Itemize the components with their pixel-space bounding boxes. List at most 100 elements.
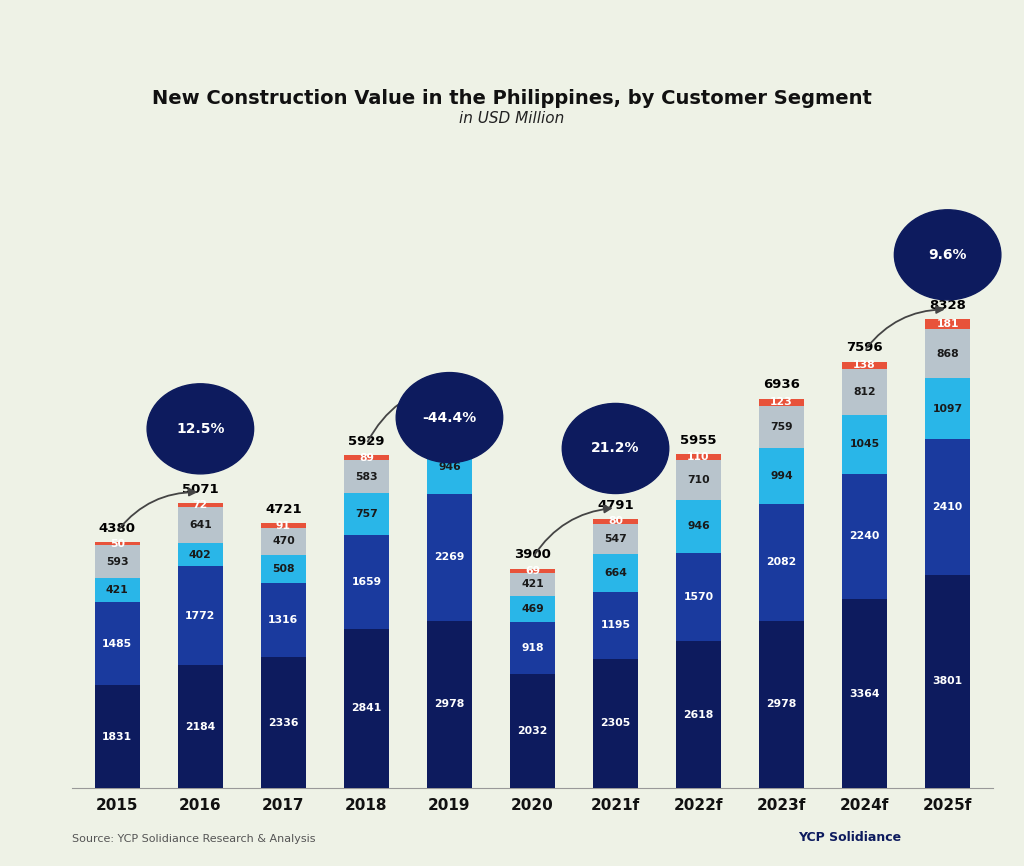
Text: 946: 946 xyxy=(687,521,710,532)
Text: 4380: 4380 xyxy=(99,522,136,535)
Text: 1659: 1659 xyxy=(351,577,382,587)
Text: 2240: 2240 xyxy=(849,532,880,541)
Text: -44.4%: -44.4% xyxy=(422,410,476,424)
Bar xyxy=(925,378,971,439)
Text: 2978: 2978 xyxy=(766,700,797,709)
Text: YCP Solidiance: YCP Solidiance xyxy=(798,831,901,844)
Text: 5929: 5929 xyxy=(348,435,385,448)
Bar xyxy=(427,394,472,401)
Bar xyxy=(344,493,389,535)
Text: 469: 469 xyxy=(521,604,544,614)
Bar xyxy=(842,361,888,369)
Text: 9.6%: 9.6% xyxy=(929,248,967,262)
Text: 641: 641 xyxy=(189,520,212,531)
Text: 2305: 2305 xyxy=(600,719,631,728)
Bar xyxy=(177,503,223,507)
Bar xyxy=(676,553,721,641)
Bar xyxy=(759,621,805,788)
Bar xyxy=(510,674,555,788)
Text: 4721: 4721 xyxy=(265,503,302,516)
Text: 89: 89 xyxy=(359,453,374,462)
Text: 3801: 3801 xyxy=(933,676,963,687)
Text: 2410: 2410 xyxy=(933,502,963,512)
Bar xyxy=(842,474,888,599)
Text: 918: 918 xyxy=(521,643,544,653)
Text: 812: 812 xyxy=(853,387,876,397)
Text: 868: 868 xyxy=(936,348,958,359)
Bar xyxy=(94,545,140,578)
Text: 508: 508 xyxy=(272,564,295,574)
Text: 138: 138 xyxy=(853,360,876,371)
Text: 1316: 1316 xyxy=(268,615,299,625)
Text: 1045: 1045 xyxy=(850,439,880,449)
Bar xyxy=(759,405,805,449)
Bar xyxy=(676,460,721,500)
Text: 1831: 1831 xyxy=(102,732,132,741)
Bar xyxy=(510,572,555,596)
Text: 2336: 2336 xyxy=(268,718,299,727)
Text: 2978: 2978 xyxy=(434,700,465,709)
Bar xyxy=(260,583,306,657)
Bar xyxy=(260,528,306,554)
Text: 2082: 2082 xyxy=(766,558,797,567)
Bar xyxy=(344,535,389,629)
Text: 2269: 2269 xyxy=(434,553,465,562)
Bar xyxy=(676,500,721,553)
Text: 8328: 8328 xyxy=(929,299,966,312)
Text: 1195: 1195 xyxy=(600,620,631,630)
Bar xyxy=(427,441,472,494)
Bar xyxy=(593,554,638,591)
Bar xyxy=(427,494,472,621)
Bar xyxy=(510,569,555,572)
Bar xyxy=(925,329,971,378)
Text: 2032: 2032 xyxy=(517,726,548,736)
Bar xyxy=(842,369,888,415)
Text: 3364: 3364 xyxy=(849,688,880,699)
Bar xyxy=(260,523,306,528)
Text: New Construction Value in the Philippines, by Customer Segment: New Construction Value in the Philippine… xyxy=(152,89,872,108)
Bar xyxy=(842,599,888,788)
Bar xyxy=(925,439,971,575)
Text: 123: 123 xyxy=(770,397,793,407)
Text: 181: 181 xyxy=(936,319,958,329)
Bar xyxy=(94,542,140,545)
Bar xyxy=(260,657,306,788)
Text: 1485: 1485 xyxy=(102,638,132,649)
Bar xyxy=(593,659,638,788)
Bar xyxy=(759,449,805,504)
Text: 72: 72 xyxy=(193,501,208,510)
Text: 664: 664 xyxy=(604,568,627,578)
Bar xyxy=(94,685,140,788)
Text: 7596: 7596 xyxy=(846,341,883,354)
Text: 593: 593 xyxy=(106,557,129,566)
Text: 470: 470 xyxy=(272,536,295,546)
Text: 421: 421 xyxy=(521,579,544,590)
Text: 2841: 2841 xyxy=(351,703,382,714)
Bar xyxy=(344,629,389,788)
Bar xyxy=(427,401,472,441)
Text: 80: 80 xyxy=(608,516,623,527)
Text: 402: 402 xyxy=(189,550,212,559)
Bar xyxy=(676,454,721,460)
Bar xyxy=(925,319,971,329)
Text: 583: 583 xyxy=(355,472,378,481)
Text: 110: 110 xyxy=(687,452,710,462)
Text: 2184: 2184 xyxy=(185,721,215,732)
Text: 994: 994 xyxy=(770,471,793,481)
Text: 119: 119 xyxy=(438,392,461,403)
Bar xyxy=(842,415,888,474)
Text: 21.2%: 21.2% xyxy=(591,442,640,456)
Bar xyxy=(759,504,805,621)
Bar xyxy=(94,602,140,685)
Text: in USD Million: in USD Million xyxy=(460,111,564,126)
Text: 6936: 6936 xyxy=(763,378,800,391)
Bar xyxy=(593,524,638,554)
Bar xyxy=(427,621,472,788)
Text: 547: 547 xyxy=(604,534,627,544)
Bar xyxy=(260,554,306,583)
Text: 757: 757 xyxy=(355,509,378,520)
Bar xyxy=(177,566,223,665)
Text: 50: 50 xyxy=(110,539,125,549)
Text: 91: 91 xyxy=(275,520,291,531)
Bar xyxy=(510,596,555,623)
